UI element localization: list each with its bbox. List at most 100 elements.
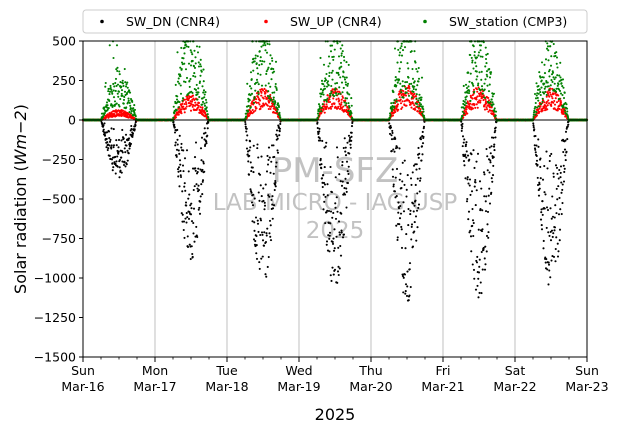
data-point — [264, 95, 267, 98]
data-point — [249, 71, 253, 74]
data-point — [193, 98, 196, 101]
data-point — [347, 108, 350, 111]
data-point — [103, 113, 106, 116]
data-point — [402, 210, 406, 213]
data-point — [115, 84, 118, 88]
data-point — [256, 147, 259, 150]
data-point — [248, 85, 252, 88]
data-point — [176, 95, 179, 98]
data-point — [114, 89, 117, 93]
data-point — [415, 239, 418, 242]
data-point — [536, 176, 539, 179]
data-point — [397, 108, 400, 111]
data-point — [254, 240, 257, 243]
data-point — [178, 134, 181, 137]
data-point — [187, 97, 191, 100]
data-point — [466, 176, 469, 179]
data-point — [125, 144, 128, 147]
data-point — [262, 44, 265, 47]
data-point — [188, 85, 191, 88]
data-point — [258, 63, 261, 67]
data-point — [549, 239, 553, 242]
data-point — [563, 167, 566, 170]
data-point — [110, 127, 113, 130]
data-point — [553, 226, 557, 229]
data-point — [179, 169, 182, 173]
data-point — [197, 167, 200, 170]
data-point — [278, 114, 281, 117]
data-point — [117, 138, 121, 141]
data-point — [248, 99, 251, 102]
data-point — [202, 160, 205, 163]
data-point — [319, 157, 322, 161]
data-point — [111, 162, 114, 165]
data-point — [325, 240, 329, 243]
data-point — [206, 113, 209, 116]
data-point — [197, 104, 200, 107]
data-point — [406, 285, 409, 288]
data-point — [244, 123, 247, 126]
data-point — [561, 183, 564, 186]
data-point — [199, 58, 202, 61]
data-point — [552, 232, 555, 235]
data-point — [336, 270, 340, 273]
data-point — [484, 200, 487, 203]
data-point — [126, 81, 129, 84]
data-point — [274, 181, 277, 184]
data-point — [407, 92, 410, 95]
data-point — [541, 200, 544, 203]
data-point — [396, 236, 399, 239]
data-point — [263, 231, 266, 234]
data-point — [540, 224, 543, 227]
data-point — [194, 75, 197, 78]
data-point — [121, 128, 124, 132]
data-point — [322, 108, 325, 111]
data-point — [414, 199, 417, 202]
data-point — [184, 217, 187, 220]
data-point — [179, 84, 182, 87]
data-point — [106, 141, 109, 144]
data-point — [325, 243, 328, 246]
data-point — [262, 97, 265, 100]
data-point — [131, 132, 135, 135]
data-point — [265, 232, 268, 235]
data-point — [182, 228, 185, 232]
data-point — [486, 169, 489, 172]
data-point — [419, 108, 422, 111]
data-point — [272, 96, 275, 99]
data-point — [256, 222, 260, 225]
data-point — [420, 159, 423, 162]
data-point — [274, 60, 278, 63]
data-point — [547, 102, 551, 105]
data-point — [475, 103, 478, 106]
data-point — [323, 200, 326, 203]
data-point — [204, 98, 208, 101]
data-point — [244, 120, 247, 124]
data-point — [187, 217, 191, 220]
data-point — [185, 45, 188, 48]
data-point — [260, 155, 263, 158]
data-point — [400, 225, 403, 229]
data-point — [340, 231, 343, 234]
data-point — [250, 170, 253, 173]
data-point — [391, 114, 395, 117]
data-point — [117, 146, 120, 149]
data-point — [245, 127, 248, 130]
data-point — [178, 101, 181, 104]
data-point — [463, 164, 466, 167]
data-point — [339, 180, 342, 183]
data-point — [272, 98, 275, 101]
data-point — [558, 107, 561, 110]
data-point — [253, 97, 256, 100]
data-point — [413, 104, 416, 107]
data-point — [390, 150, 393, 153]
data-point — [187, 197, 190, 200]
data-point — [413, 92, 416, 95]
data-point — [116, 69, 119, 73]
data-point — [192, 104, 195, 107]
data-point — [183, 102, 186, 106]
data-point — [399, 102, 403, 105]
data-point — [190, 245, 193, 248]
data-point — [109, 138, 112, 141]
data-point — [334, 176, 337, 179]
